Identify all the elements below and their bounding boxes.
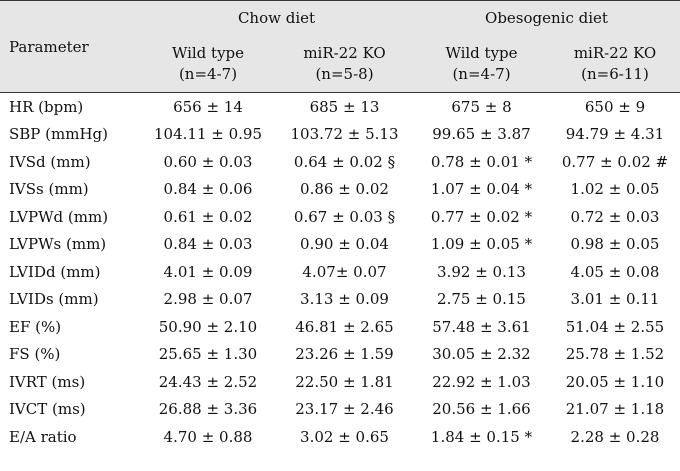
- value-cell: 3.02 ± 0.65: [300, 427, 389, 446]
- value-cell: 3.13 ± 0.09: [300, 290, 389, 309]
- parameter-header: Parameter: [9, 37, 89, 56]
- value-cell: 23.17 ± 2.46: [295, 400, 394, 419]
- parameter-cell: IVRT (ms): [9, 372, 86, 391]
- parameter-cell: IVSs (mm): [9, 180, 89, 199]
- value-cell: 1.02 ± 0.05: [570, 180, 660, 199]
- parameter-cell: FS (%): [9, 345, 61, 364]
- table-row: HR (bpm) 656 ± 14 685 ± 13 675 ± 8 650 ±…: [0, 93, 680, 121]
- value-cell: 4.05 ± 0.08: [570, 262, 660, 281]
- parameter-cell: LVPWs (mm): [9, 235, 107, 254]
- column-header: Wild type (n=4-7): [413, 35, 550, 92]
- value-cell: 2.28 ± 0.28: [570, 427, 660, 446]
- value-cell: 0.67 ± 0.03 §: [293, 207, 396, 226]
- value-cell: 94.79 ± 4.31: [565, 125, 665, 144]
- value-cell: 46.81 ± 2.65: [295, 317, 394, 336]
- value-cell: 0.90 ± 0.04: [300, 235, 389, 254]
- value-cell: 57.48 ± 3.61: [432, 317, 531, 336]
- parameter-cell: LVPWd (mm): [9, 207, 109, 226]
- parameter-cell: HR (bpm): [9, 97, 84, 116]
- table-row: LVPWd (mm) 0.61 ± 0.02 0.67 ± 0.03 § 0.7…: [0, 203, 680, 231]
- value-cell: 4.01 ± 0.09: [163, 262, 253, 281]
- table-row: FS (%) 25.65 ± 1.30 23.26 ± 1.59 30.05 ±…: [0, 341, 680, 369]
- value-cell: 0.84 ± 0.03: [163, 235, 253, 254]
- value-cell: 21.07 ± 1.18: [565, 400, 665, 419]
- value-cell: 99.65 ± 3.87: [432, 125, 531, 144]
- value-cell: 2.75 ± 0.15: [437, 290, 526, 309]
- table-row: IVCT (ms) 26.88 ± 3.36 23.17 ± 2.46 20.5…: [0, 396, 680, 424]
- parameter-cell: LVIDd (mm): [9, 262, 101, 281]
- value-cell: 0.77 ± 0.02 #: [561, 152, 669, 171]
- value-cell: 0.98 ± 0.05: [570, 235, 660, 254]
- value-cell: 0.77 ± 0.02 *: [430, 207, 533, 226]
- column-header: miR-22 KO (n=5-8): [276, 35, 413, 92]
- value-cell: 1.09 ± 0.05 *: [430, 235, 533, 254]
- value-cell: 0.86 ± 0.02: [300, 180, 389, 199]
- table-row: E/A ratio 4.70 ± 0.88 3.02 ± 0.65 1.84 ±…: [0, 423, 680, 451]
- column-header: Wild type (n=4-7): [140, 35, 276, 92]
- table-row: LVIDd (mm) 4.01 ± 0.09 4.07± 0.07 3.92 ±…: [0, 258, 680, 286]
- parameter-cell: IVSd (mm): [9, 152, 91, 171]
- value-cell: 0.78 ± 0.01 *: [430, 152, 533, 171]
- table-row: IVRT (ms) 24.43 ± 2.52 22.50 ± 1.81 22.9…: [0, 368, 680, 396]
- value-cell: 50.90 ± 2.10: [158, 317, 258, 336]
- column-name: Wild type: [171, 43, 245, 62]
- obesogenic-diet-header: Obesogenic diet: [485, 9, 608, 27]
- value-cell: 4.07± 0.07: [302, 262, 387, 281]
- parameter-cell: IVCT (ms): [9, 400, 86, 419]
- value-cell: 20.56 ± 1.66: [432, 400, 531, 419]
- parameter-cell: SBP (mmHg): [9, 125, 108, 144]
- value-cell: 104.11 ± 0.95: [154, 125, 262, 144]
- value-cell: 2.98 ± 0.07: [163, 290, 253, 309]
- table-header: Parameter Chow diet Obesogenic diet Wild…: [0, 1, 680, 93]
- value-cell: 0.60 ± 0.03: [163, 152, 253, 171]
- column-header: miR-22 KO (n=6-11): [550, 35, 680, 92]
- value-cell: 0.64 ± 0.02 §: [293, 152, 396, 171]
- column-n: (n=4-7): [452, 64, 511, 83]
- table-row: IVSd (mm) 0.60 ± 0.03 0.64 ± 0.02 § 0.78…: [0, 148, 680, 176]
- value-cell: 103.72 ± 5.13: [290, 125, 399, 144]
- value-cell: 3.92 ± 0.13: [437, 262, 526, 281]
- value-cell: 1.07 ± 0.04 *: [430, 180, 533, 199]
- table-body: HR (bpm) 656 ± 14 685 ± 13 675 ± 8 650 ±…: [0, 93, 680, 451]
- value-cell: 20.05 ± 1.10: [565, 372, 665, 391]
- column-name: miR-22 KO: [303, 43, 386, 62]
- value-cell: 51.04 ± 2.55: [565, 317, 665, 336]
- value-cell: 4.70 ± 0.88: [163, 427, 253, 446]
- value-cell: 0.72 ± 0.03: [570, 207, 660, 226]
- value-cell: 25.65 ± 1.30: [158, 345, 258, 364]
- column-name: miR-22 KO: [573, 43, 657, 62]
- column-n: (n=5-8): [315, 64, 374, 83]
- value-cell: 24.43 ± 2.52: [158, 372, 258, 391]
- value-cell: 675 ± 8: [451, 97, 512, 116]
- column-n: (n=4-7): [178, 64, 238, 83]
- value-cell: 3.01 ± 0.11: [570, 290, 660, 309]
- value-cell: 0.61 ± 0.02: [163, 207, 253, 226]
- table-row: SBP (mmHg) 104.11 ± 0.95 103.72 ± 5.13 9…: [0, 121, 680, 149]
- value-cell: 25.78 ± 1.52: [565, 345, 665, 364]
- column-n: (n=6-11): [581, 64, 649, 83]
- value-cell: 656 ± 14: [173, 97, 243, 116]
- table-row: IVSs (mm) 0.84 ± 0.06 0.86 ± 0.02 1.07 ±…: [0, 176, 680, 204]
- value-cell: 23.26 ± 1.59: [295, 345, 394, 364]
- parameter-cell: EF (%): [9, 317, 62, 336]
- chow-diet-header: Chow diet: [237, 9, 316, 27]
- column-name: Wild type: [445, 43, 518, 62]
- value-cell: 26.88 ± 3.36: [158, 400, 258, 419]
- table-row: LVPWs (mm) 0.84 ± 0.03 0.90 ± 0.04 1.09 …: [0, 231, 680, 259]
- parameter-cell: LVIDs (mm): [9, 290, 99, 309]
- value-cell: 30.05 ± 2.32: [432, 345, 531, 364]
- table-row: EF (%) 50.90 ± 2.10 46.81 ± 2.65 57.48 ±…: [0, 313, 680, 341]
- value-cell: 22.50 ± 1.81: [295, 372, 394, 391]
- value-cell: 22.92 ± 1.03: [432, 372, 531, 391]
- value-cell: 685 ± 13: [309, 97, 380, 116]
- value-cell: 650 ± 9: [584, 97, 646, 116]
- table-row: LVIDs (mm) 2.98 ± 0.07 3.13 ± 0.09 2.75 …: [0, 286, 680, 314]
- value-cell: 1.84 ± 0.15 *: [430, 427, 533, 446]
- value-cell: 0.84 ± 0.06: [163, 180, 253, 199]
- parameter-cell: E/A ratio: [9, 427, 77, 446]
